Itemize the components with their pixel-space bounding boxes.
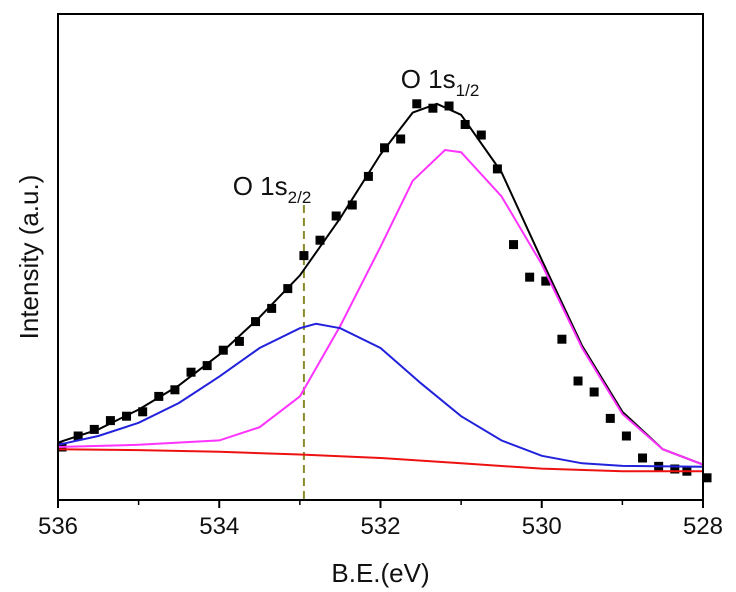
- x-axis-ticks: 536 534 532 530 528: [38, 500, 723, 540]
- x-tick-label: 536: [38, 513, 78, 540]
- axes-frame: [57, 13, 704, 501]
- data-point: [492, 164, 502, 174]
- data-point: [670, 464, 680, 474]
- data-point: [331, 211, 341, 221]
- series-line-4: [57, 448, 703, 473]
- data-point: [347, 200, 357, 210]
- data-point: [396, 134, 406, 144]
- series-line-3: [57, 322, 704, 468]
- peak-label-2-2: O 1s2/2: [233, 171, 312, 207]
- data-point: [589, 387, 599, 397]
- data-point: [460, 119, 470, 129]
- data-point: [605, 413, 615, 423]
- data-point: [202, 361, 212, 371]
- data-point: [444, 101, 454, 111]
- data-point: [138, 407, 148, 417]
- x-tick-label: 534: [199, 513, 239, 540]
- data-point: [509, 240, 519, 250]
- series-line-1: [57, 102, 704, 466]
- x-axis-title: B.E.(eV): [331, 558, 429, 588]
- data-point: [541, 276, 551, 286]
- data-point: [621, 431, 631, 441]
- peak-annotations: O 1s1/2 O 1s2/2: [233, 64, 480, 207]
- data-point: [557, 334, 567, 344]
- y-axis-title: Intensity (a.u.): [14, 175, 44, 340]
- data-point: [638, 453, 648, 463]
- plot-area: [57, 99, 712, 500]
- data-point: [573, 376, 583, 386]
- series-scatter-0: [57, 99, 712, 483]
- x-tick-label: 528: [683, 513, 723, 540]
- peak-label-1-2: O 1s1/2: [401, 64, 480, 100]
- data-point: [170, 385, 180, 395]
- data-point: [267, 303, 277, 313]
- data-point: [186, 367, 196, 377]
- data-point: [234, 336, 244, 346]
- data-point: [105, 416, 115, 426]
- data-point: [363, 171, 373, 181]
- data-point: [299, 251, 309, 261]
- series-line-2: [57, 148, 704, 466]
- x-tick-label: 530: [522, 513, 562, 540]
- data-point: [525, 272, 535, 282]
- x-tick-label: 532: [360, 513, 400, 540]
- data-point: [89, 424, 99, 434]
- data-point: [702, 473, 712, 483]
- data-point: [428, 103, 438, 113]
- data-point: [476, 130, 486, 140]
- data-point: [315, 235, 325, 245]
- data-point: [412, 99, 422, 109]
